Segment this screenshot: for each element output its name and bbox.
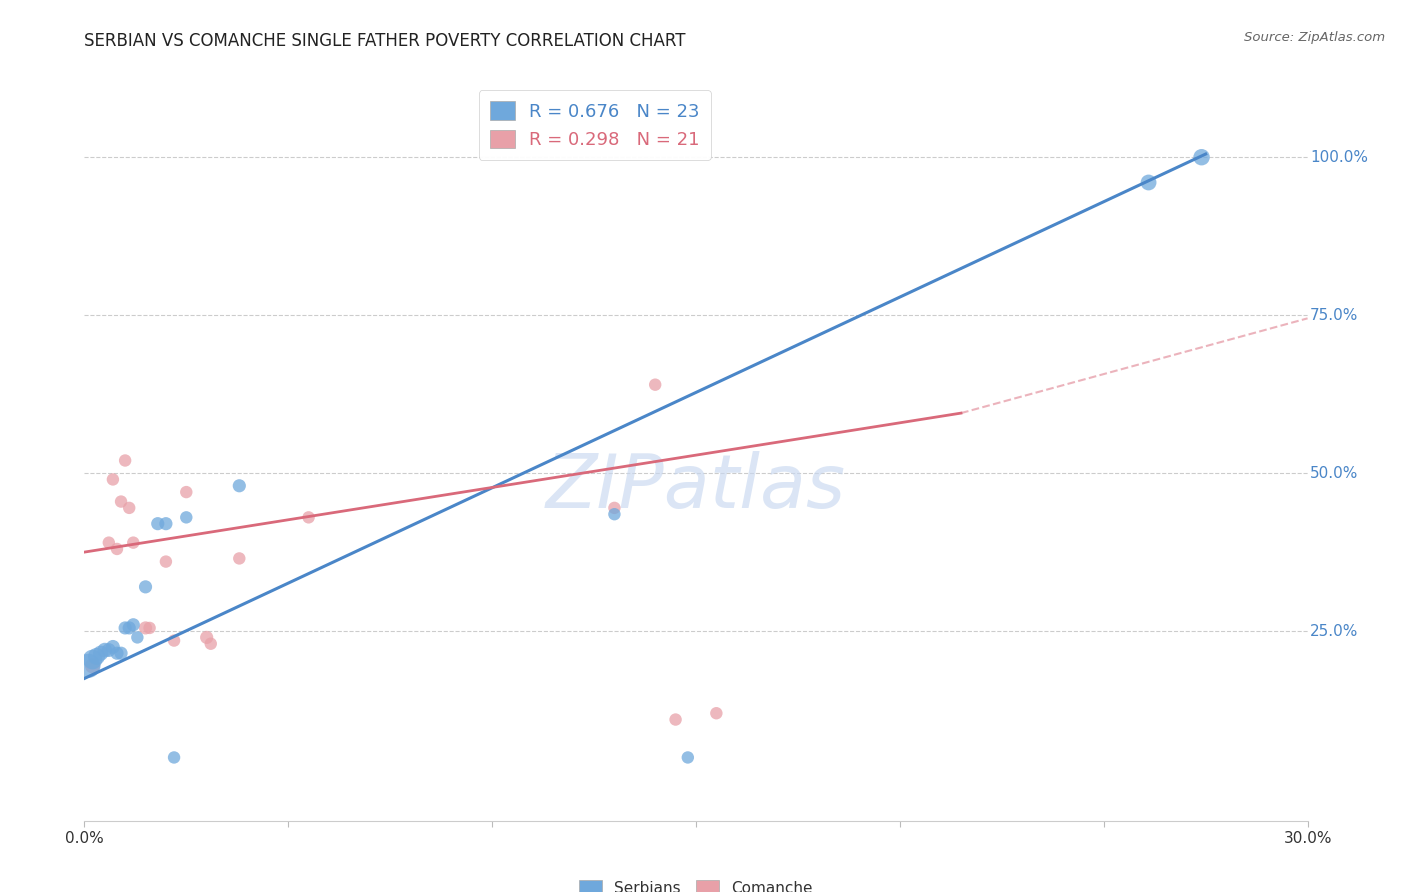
Point — [114, 453, 136, 467]
Point — [114, 621, 136, 635]
Point — [118, 621, 141, 635]
Point — [118, 500, 141, 515]
Point — [77, 658, 100, 673]
Point — [603, 507, 626, 521]
Text: 100.0%: 100.0% — [1310, 150, 1368, 165]
Point — [603, 500, 626, 515]
Point — [644, 377, 666, 392]
Point — [82, 652, 104, 666]
Point — [110, 494, 132, 508]
Point — [228, 551, 250, 566]
Point — [298, 510, 321, 524]
Point — [155, 516, 177, 531]
Point — [174, 485, 197, 500]
Point — [122, 535, 145, 549]
Point — [135, 580, 157, 594]
Text: SERBIAN VS COMANCHE SINGLE FATHER POVERTY CORRELATION CHART: SERBIAN VS COMANCHE SINGLE FATHER POVERT… — [84, 32, 686, 50]
Point — [676, 750, 699, 764]
Point — [665, 713, 688, 727]
Text: 25.0%: 25.0% — [1310, 624, 1358, 639]
Point — [101, 473, 124, 487]
Point — [163, 633, 186, 648]
Point — [138, 621, 160, 635]
Point — [105, 541, 128, 556]
Point — [228, 479, 250, 493]
Text: ZIPatlas: ZIPatlas — [546, 451, 846, 523]
Point — [105, 646, 128, 660]
Point — [1191, 150, 1213, 164]
Text: 50.0%: 50.0% — [1310, 466, 1358, 481]
Legend: Serbians, Comanche: Serbians, Comanche — [574, 874, 818, 892]
Point — [110, 646, 132, 660]
Point — [706, 706, 728, 721]
Point — [86, 649, 108, 664]
Point — [1137, 176, 1160, 190]
Point — [155, 555, 177, 569]
Point — [174, 510, 197, 524]
Point — [200, 637, 222, 651]
Text: Source: ZipAtlas.com: Source: ZipAtlas.com — [1244, 31, 1385, 45]
Point — [90, 646, 112, 660]
Point — [93, 643, 115, 657]
Point — [127, 631, 149, 645]
Text: 75.0%: 75.0% — [1310, 308, 1358, 323]
Point — [122, 617, 145, 632]
Point — [101, 640, 124, 654]
Point — [195, 631, 218, 645]
Point — [163, 750, 186, 764]
Point — [82, 658, 104, 673]
Point — [97, 643, 120, 657]
Point — [97, 535, 120, 549]
Point — [146, 516, 169, 531]
Point — [135, 621, 157, 635]
